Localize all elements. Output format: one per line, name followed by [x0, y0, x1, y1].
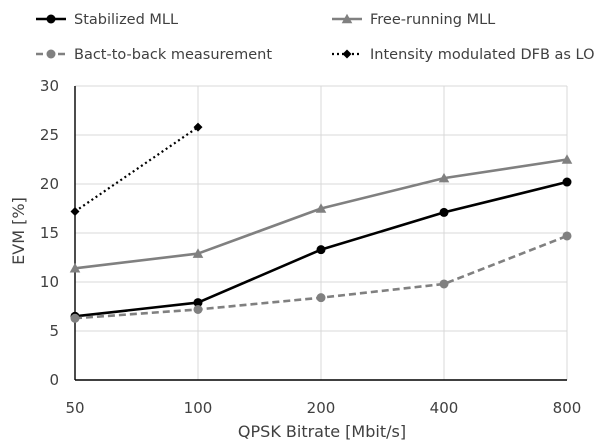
data-point	[193, 298, 203, 308]
legend-marker	[342, 49, 352, 59]
grid	[75, 85, 568, 380]
y-tick-label: 0	[49, 371, 59, 389]
legend-marker	[46, 49, 56, 59]
x-tick-label: 400	[430, 399, 459, 417]
legend-label: Free-running MLL	[370, 12, 495, 28]
y-tick-label: 10	[40, 273, 59, 291]
legend-item: Free-running MLL	[332, 12, 495, 28]
legend-marker	[46, 14, 56, 24]
data-point	[316, 245, 326, 255]
series-2	[69, 154, 573, 273]
x-tick-labels: 50 100 200 400 800	[65, 399, 581, 417]
data-point	[192, 248, 204, 258]
legend-label: Intensity modulated DFB as LO	[370, 47, 595, 63]
data-point	[439, 207, 449, 217]
legend-label: Bact-to-back measurement	[74, 47, 272, 63]
y-tick-label: 30	[40, 77, 59, 95]
y-axis-label: EVM [%]	[9, 197, 28, 265]
data-point	[562, 231, 572, 241]
data-point	[69, 262, 81, 273]
data-point	[193, 122, 203, 132]
legend-item: Bact-to-back measurement	[36, 47, 272, 63]
series-group	[69, 122, 573, 323]
data-point	[70, 313, 80, 323]
x-tick-label: 100	[184, 399, 213, 417]
data-point	[561, 154, 573, 164]
data-point	[562, 177, 572, 187]
legend-marker	[341, 13, 353, 24]
x-tick-label: 800	[553, 399, 582, 417]
x-axis-label: QPSK Bitrate [Mbit/s]	[238, 422, 406, 441]
legend: Stabilized MLL Free-running MLL Bact-to-ba…	[36, 12, 595, 63]
series-line	[74, 126, 199, 213]
x-tick-label: 200	[307, 399, 336, 417]
data-point	[315, 203, 327, 213]
data-point	[438, 172, 450, 183]
legend-label: Stabilized MLL	[74, 12, 178, 28]
series-4	[70, 122, 203, 216]
data-point	[439, 279, 449, 289]
y-tick-label: 20	[40, 175, 59, 193]
data-point	[316, 293, 326, 303]
data-point	[70, 206, 80, 216]
legend-item: Intensity modulated DFB as LO	[332, 47, 595, 63]
data-point	[193, 304, 203, 314]
series-3	[70, 231, 572, 323]
y-tick-label: 15	[40, 224, 59, 242]
y-tick-label: 5	[49, 322, 59, 340]
x-tick-label: 50	[65, 399, 84, 417]
axes	[74, 86, 567, 381]
legend-item: Stabilized MLL	[36, 12, 178, 28]
y-tick-labels: 0 5 10 15 20 25 30	[40, 77, 59, 389]
y-tick-label: 25	[40, 126, 59, 144]
